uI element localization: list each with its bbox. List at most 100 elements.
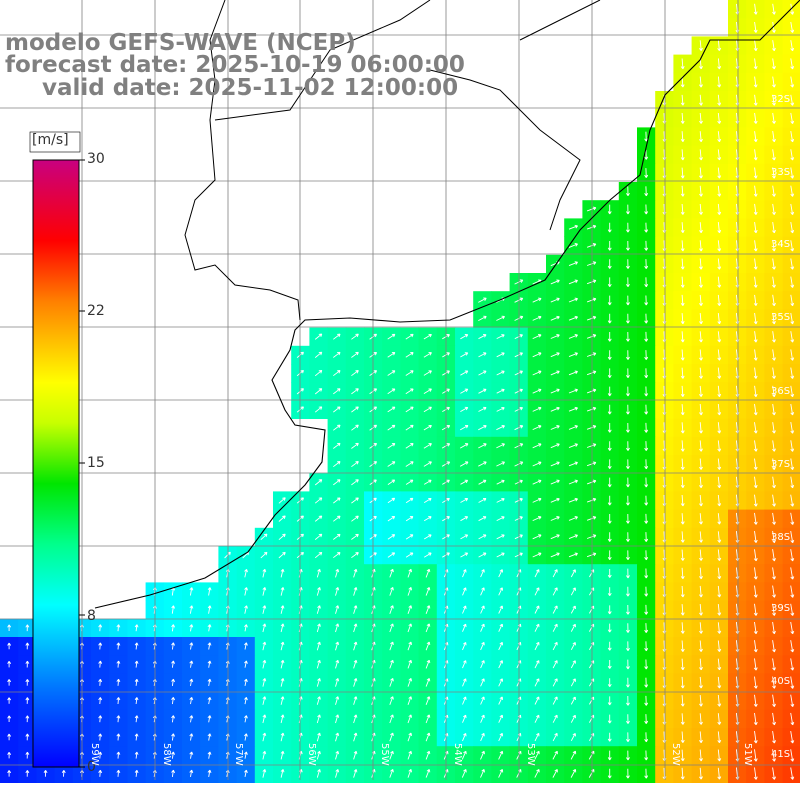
wind-arrow	[462, 696, 467, 705]
wind-arrow	[534, 587, 540, 596]
wind-arrow	[407, 587, 413, 596]
wind-arrow	[568, 243, 578, 248]
wind-arrow	[423, 333, 432, 340]
wind-arrow	[98, 715, 103, 723]
wind-arrow	[278, 515, 286, 522]
wind-arrow	[189, 587, 194, 596]
wind-arrow	[790, 458, 795, 470]
wind-arrow	[644, 259, 649, 269]
wind-arrow	[607, 477, 612, 488]
wind-arrow	[387, 388, 396, 395]
wind-arrow	[244, 660, 248, 668]
wind-arrow	[387, 406, 396, 413]
wind-arrow	[586, 206, 597, 212]
wind-arrow	[680, 131, 685, 143]
wind-arrow	[262, 641, 267, 651]
wind-arrow	[407, 568, 413, 578]
wind-arrow	[699, 203, 703, 215]
wind-arrow	[644, 532, 649, 542]
wind-arrow	[607, 678, 612, 688]
wind-arrow	[790, 167, 795, 179]
lon-label: 54W	[452, 743, 463, 766]
wind-arrow	[189, 715, 194, 723]
wind-arrow	[568, 297, 578, 303]
wind-arrow	[498, 587, 504, 596]
wind-arrow	[680, 622, 685, 634]
wind-arrow	[753, 131, 758, 143]
wind-arrow	[607, 569, 612, 578]
wind-arrow	[644, 513, 649, 524]
wind-arrow	[333, 442, 341, 449]
wind-arrow	[244, 642, 248, 650]
wind-arrow	[570, 678, 576, 687]
wind-arrow	[98, 624, 103, 632]
wind-arrow	[116, 624, 121, 632]
wind-arrow	[25, 733, 30, 741]
wind-arrow	[171, 624, 176, 632]
wind-arrow	[534, 678, 540, 687]
wind-arrow	[772, 258, 776, 270]
wind-arrow	[772, 549, 776, 562]
wind-arrow	[353, 750, 358, 760]
wind-arrow	[717, 567, 722, 580]
wind-arrow	[626, 222, 630, 233]
wind-arrow	[333, 533, 341, 540]
wind-arrow	[699, 294, 703, 306]
wind-arrow	[570, 587, 576, 596]
wind-arrow	[717, 76, 722, 88]
wind-arrow	[790, 149, 795, 161]
wind-arrow	[353, 568, 358, 578]
wind-arrow	[607, 768, 612, 779]
colorbar-label-22: 22	[87, 303, 105, 319]
wind-arrow	[644, 149, 649, 160]
wind-arrow	[98, 642, 103, 650]
wind-arrow	[314, 479, 323, 486]
wind-arrow	[534, 641, 540, 651]
wind-arrow	[772, 385, 776, 398]
wind-arrow	[568, 425, 578, 430]
wind-arrow	[405, 516, 414, 522]
wind-arrow	[772, 494, 776, 507]
wind-arrow	[532, 479, 542, 485]
wind-arrow	[280, 696, 285, 705]
wind-arrow	[644, 714, 649, 724]
wind-arrow	[387, 333, 396, 340]
wind-arrow	[570, 660, 576, 669]
wind-arrow	[607, 495, 612, 506]
wind-arrow	[772, 749, 777, 762]
wind-arrow	[790, 385, 795, 398]
wind-arrow	[626, 331, 630, 342]
wind-arrow	[207, 587, 212, 596]
wind-arrow	[680, 385, 685, 397]
wind-arrow	[459, 461, 469, 467]
wind-arrow	[460, 516, 469, 522]
wind-arrow	[189, 733, 194, 741]
wind-arrow	[207, 605, 212, 614]
wind-arrow	[772, 476, 776, 489]
wind-arrow	[586, 334, 597, 339]
wind-arrow	[7, 751, 12, 759]
wind-arrow	[790, 3, 795, 15]
wind-arrow	[316, 605, 321, 614]
wind-arrow	[498, 678, 504, 687]
wind-arrow	[753, 21, 758, 33]
wind-arrow	[717, 40, 722, 51]
wind-arrow	[626, 259, 630, 269]
wind-arrow	[772, 367, 776, 379]
wind-arrow	[25, 770, 30, 777]
wind-arrow	[607, 660, 612, 669]
wind-arrow	[680, 422, 685, 434]
wind-arrow	[772, 203, 776, 215]
wind-arrow	[568, 552, 578, 558]
wind-arrow	[314, 515, 323, 522]
wind-arrow	[772, 640, 776, 653]
wind-arrow	[552, 623, 558, 632]
wind-arrow	[552, 678, 558, 687]
wind-arrow	[790, 749, 795, 762]
wind-arrow	[278, 551, 286, 559]
wind-arrow	[316, 714, 321, 724]
wind-arrow	[316, 641, 321, 651]
wind-arrow	[753, 40, 758, 52]
colorbar-label-15: 15	[87, 455, 105, 471]
wind-arrow	[699, 385, 703, 397]
